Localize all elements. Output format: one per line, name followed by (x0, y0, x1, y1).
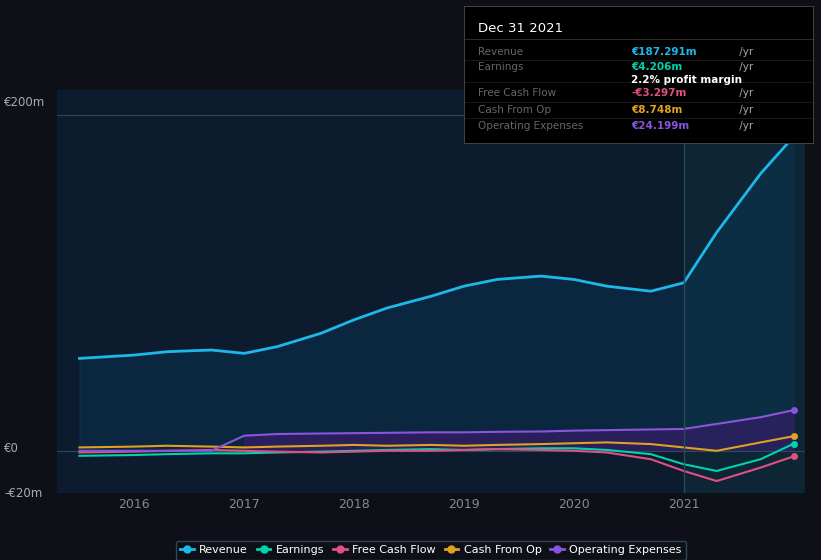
Text: -€3.297m: -€3.297m (631, 88, 686, 99)
Text: Earnings: Earnings (478, 62, 523, 72)
Text: €187.291m: €187.291m (631, 47, 697, 57)
Text: /yr: /yr (736, 105, 754, 115)
Text: /yr: /yr (736, 62, 754, 72)
Text: Revenue: Revenue (478, 47, 523, 57)
Text: €0: €0 (4, 441, 19, 455)
Text: Operating Expenses: Operating Expenses (478, 122, 583, 132)
Text: -€20m: -€20m (4, 487, 43, 500)
Text: Dec 31 2021: Dec 31 2021 (478, 22, 563, 35)
Text: 2.2% profit margin: 2.2% profit margin (631, 74, 742, 85)
Text: Cash From Op: Cash From Op (478, 105, 551, 115)
Text: €200m: €200m (4, 96, 45, 109)
Text: /yr: /yr (736, 88, 754, 99)
Text: €8.748m: €8.748m (631, 105, 683, 115)
Text: /yr: /yr (736, 47, 754, 57)
Bar (684, 90, 805, 493)
Legend: Revenue, Earnings, Free Cash Flow, Cash From Op, Operating Expenses: Revenue, Earnings, Free Cash Flow, Cash … (176, 541, 686, 560)
Text: €24.199m: €24.199m (631, 122, 690, 132)
Text: Free Cash Flow: Free Cash Flow (478, 88, 556, 99)
Text: /yr: /yr (736, 122, 754, 132)
Text: €4.206m: €4.206m (631, 62, 682, 72)
